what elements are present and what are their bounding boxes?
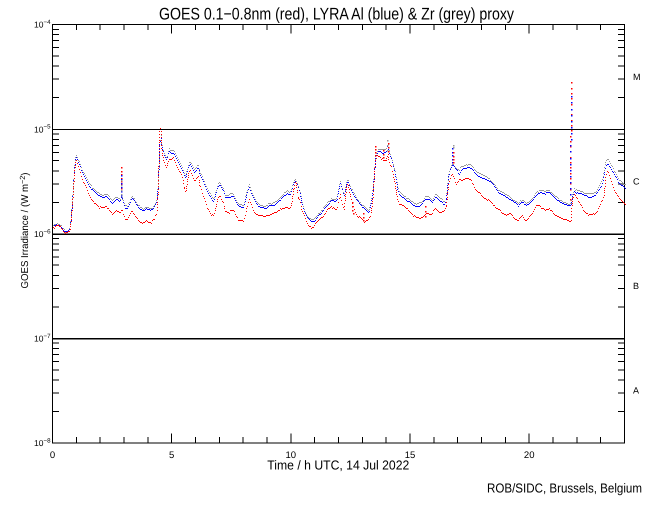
svg-text:10−4: 10−4	[34, 19, 51, 30]
svg-text:M: M	[633, 72, 641, 82]
svg-text:10−5: 10−5	[34, 124, 51, 135]
svg-text:20: 20	[524, 450, 535, 461]
svg-text:10: 10	[286, 450, 297, 461]
svg-text:ROB/SIDC, Brussels, Belgium: ROB/SIDC, Brussels, Belgium	[487, 481, 642, 496]
svg-text:10−6: 10−6	[34, 228, 51, 239]
svg-text:A: A	[633, 386, 639, 396]
svg-text:Time / h UTC, 14 Jul 2022: Time / h UTC, 14 Jul 2022	[267, 458, 409, 473]
svg-text:B: B	[633, 281, 639, 291]
svg-text:5: 5	[169, 450, 174, 461]
svg-text:C: C	[633, 177, 640, 187]
svg-text:10−7: 10−7	[34, 333, 51, 344]
svg-text:15: 15	[405, 450, 416, 461]
svg-text:0: 0	[50, 450, 55, 461]
svg-text:GOES Irradiance / (W m−2): GOES Irradiance / (W m−2)	[18, 173, 31, 289]
svg-text:GOES 0.1−0.8nm (red), LYRA Al: GOES 0.1−0.8nm (red), LYRA Al (blue) & Z…	[159, 5, 514, 24]
svg-text:10−8: 10−8	[34, 438, 51, 449]
